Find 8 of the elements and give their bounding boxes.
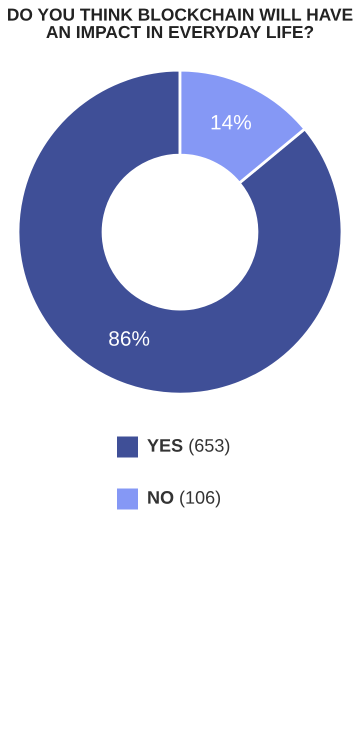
chart-title: DO YOU THINK BLOCKCHAIN WILL HAVE AN IMPACT IN EVERYDAY LIFE? — [8, 8, 352, 38]
data-label: 14% — [212, 114, 251, 130]
legend-label: NO — [148, 491, 174, 504]
text: (653) — [189, 438, 230, 456]
data-label: 86% — [109, 331, 150, 346]
text: (106) — [180, 490, 220, 508]
legend-label: YES — [147, 439, 182, 452]
donut-slice — [16, 68, 344, 396]
